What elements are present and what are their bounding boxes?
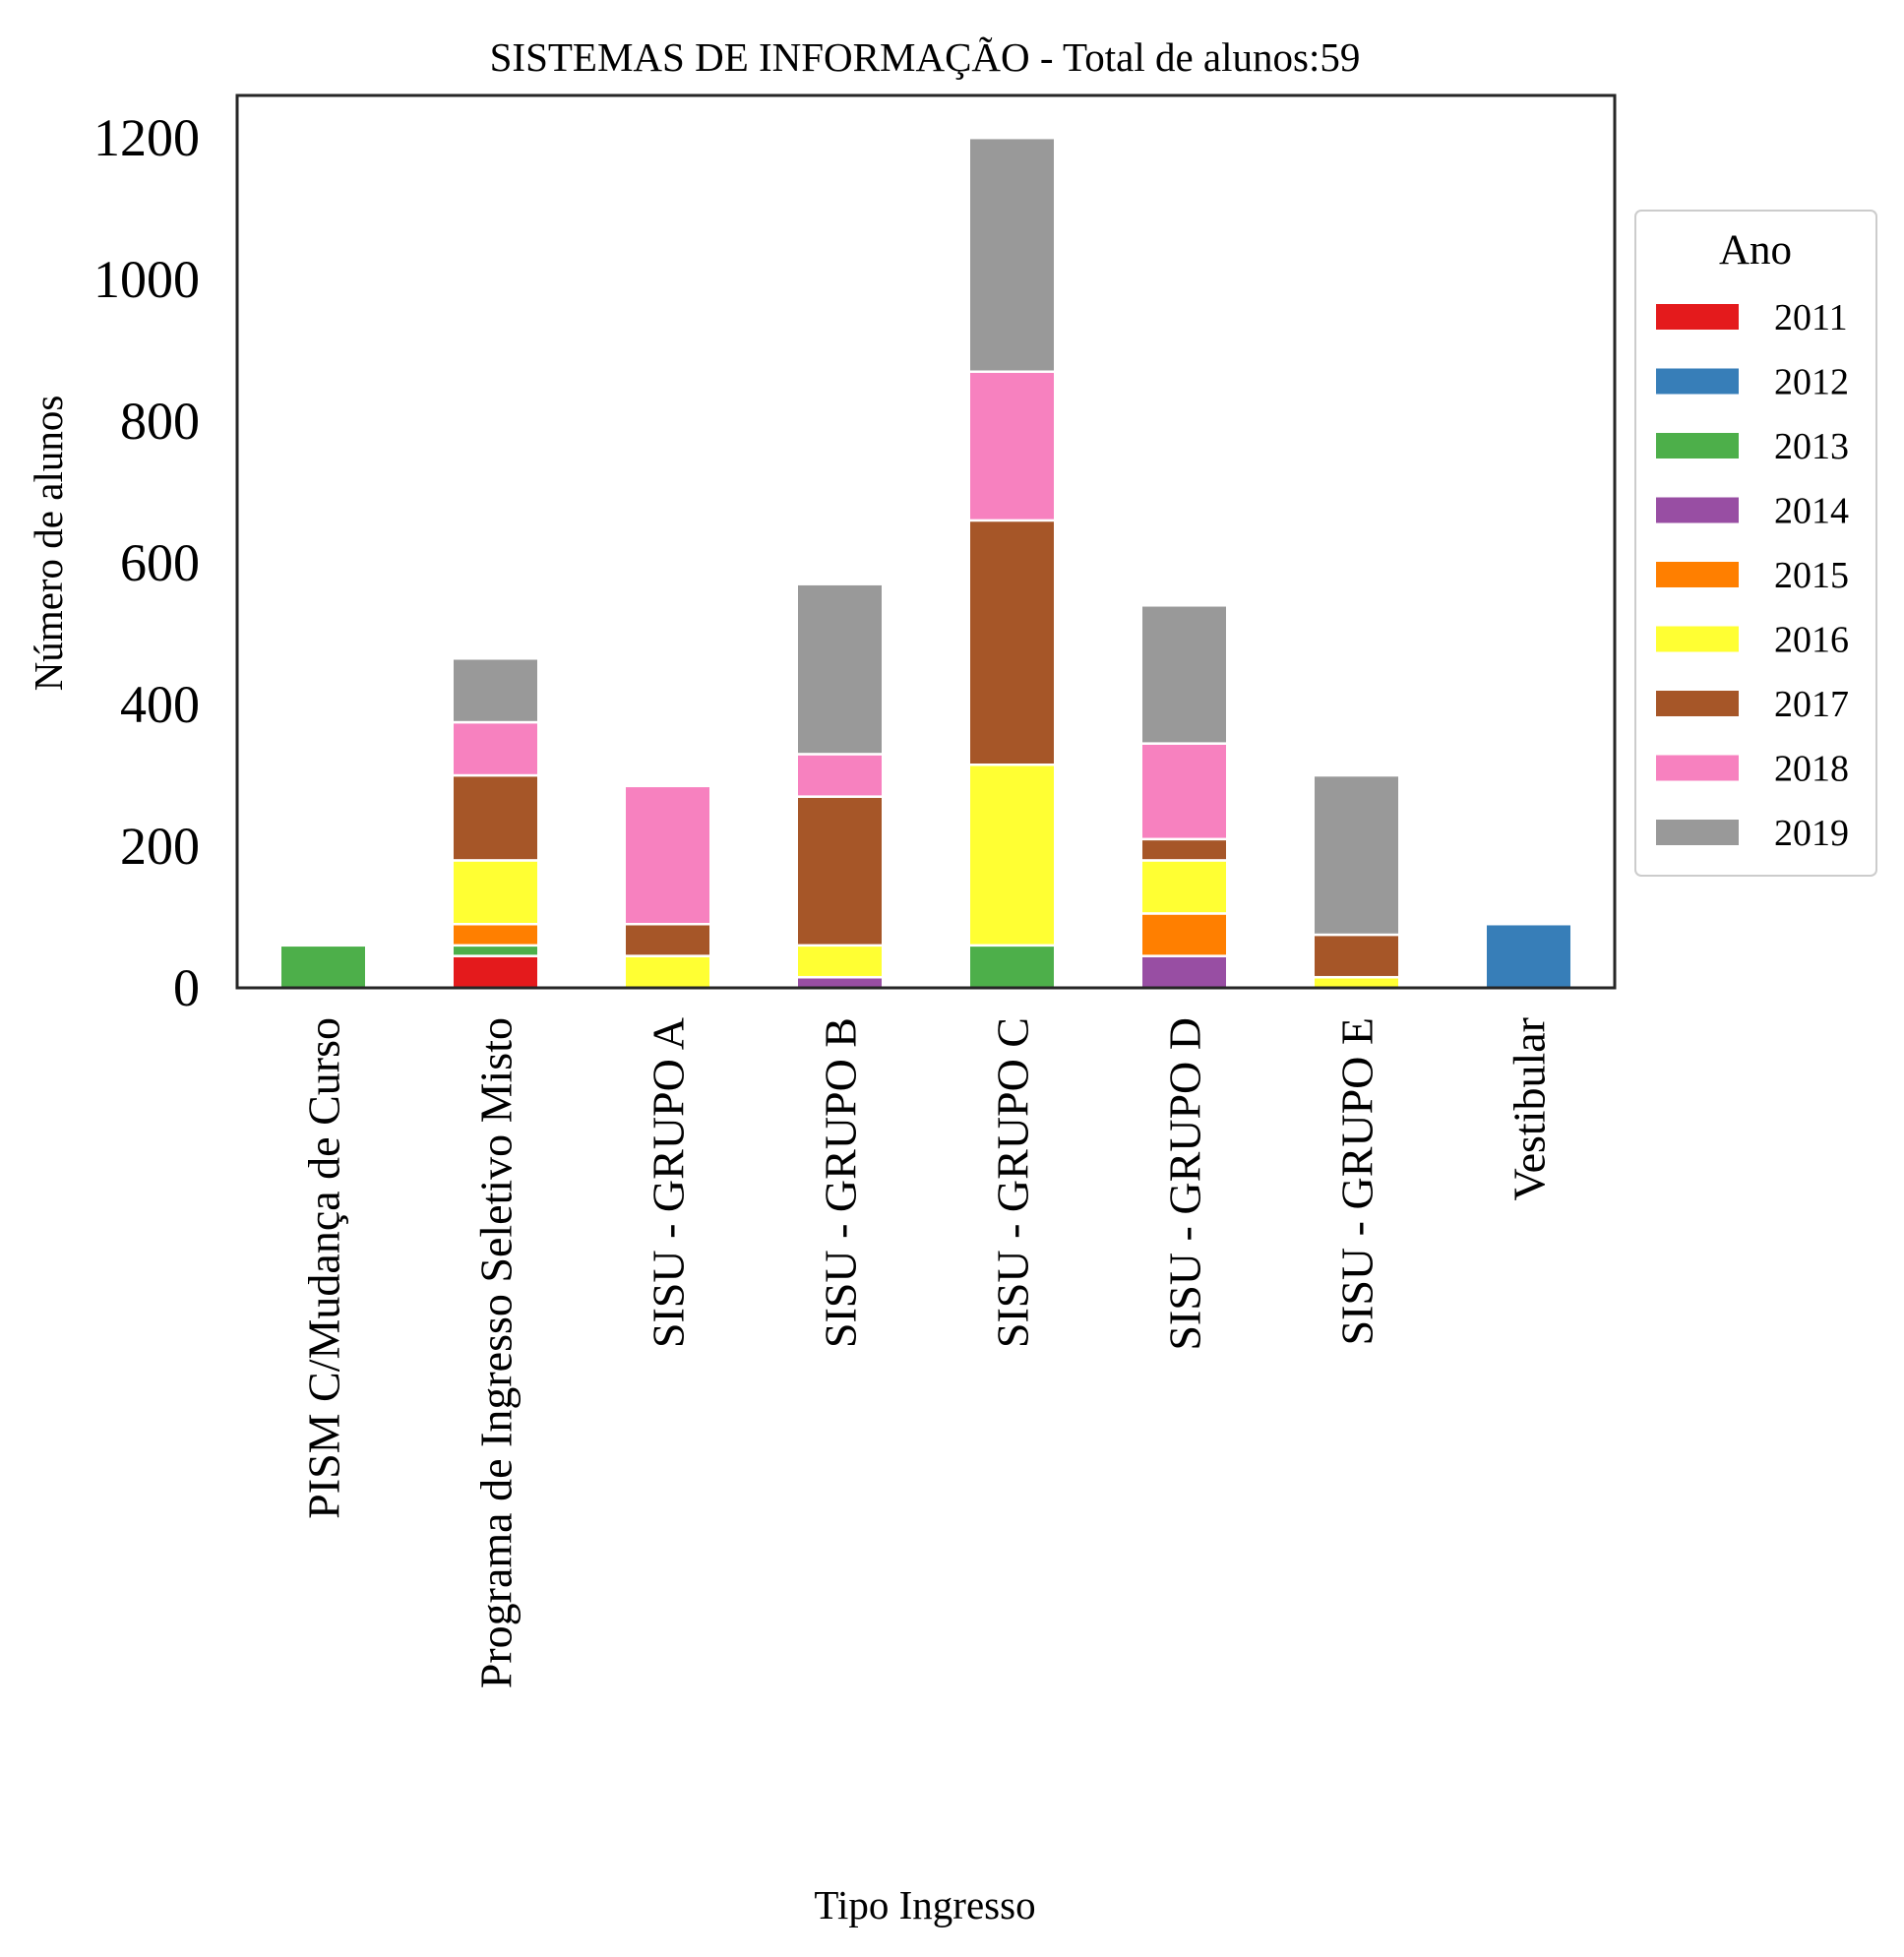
legend-swatch-2017 (1656, 691, 1739, 716)
bar-sisu-grupo-c-2017 (967, 519, 1057, 766)
legend-label-2016: 2016 (1774, 620, 1849, 661)
bar-sisu-grupo-d-2014 (1139, 954, 1229, 990)
bar-sisu-grupo-a-2018 (623, 784, 712, 926)
bar-sisu-grupo-d-2016 (1139, 859, 1229, 915)
legend-swatch-2012 (1656, 368, 1739, 395)
x-axis-ticks: PISM C/Mudança de Curso Programa de Ingre… (299, 1017, 1555, 1688)
legend: Ano 2011 2012 2013 2014 2015 2016 2017 2018 2019 (1634, 210, 1877, 877)
legend-swatch-2014 (1656, 497, 1739, 523)
bar-programa-de-ingresso-seletivo-misto-2015 (451, 922, 540, 948)
legend-label-2019: 2019 (1774, 813, 1849, 854)
bar-sisu-grupo-b-2017 (795, 795, 885, 948)
bar-programa-de-ingresso-seletivo-misto-2018 (451, 720, 540, 777)
x-tick-label: Vestibular (1505, 1017, 1555, 1201)
bar-sisu-grupo-b-2014 (795, 975, 885, 990)
x-tick-label: SISU - GRUPO C (988, 1017, 1038, 1348)
bar-sisu-grupo-e-2019 (1312, 773, 1401, 937)
bar-sisu-grupo-d-2017 (1139, 837, 1229, 862)
bar-sisu-grupo-b-2016 (795, 944, 885, 979)
bar-sisu-grupo-d-2018 (1139, 742, 1229, 841)
y-tick-label: 600 (120, 533, 200, 592)
y-tick-label: 400 (120, 675, 200, 734)
x-tick-label: SISU - GRUPO D (1160, 1017, 1210, 1351)
legend-items: 2011 2012 2013 2014 2015 2016 2017 2018 2019 (1656, 297, 1849, 854)
legend-label-2017: 2017 (1774, 684, 1849, 725)
y-tick-label: 200 (120, 817, 200, 876)
legend-swatch-2019 (1656, 820, 1739, 845)
bar-programa-de-ingresso-seletivo-misto-2013 (451, 944, 540, 957)
bar-programa-de-ingresso-seletivo-misto-2017 (451, 773, 540, 862)
legend-label-2015: 2015 (1774, 555, 1849, 596)
x-tick-label: SISU - GRUPO E (1332, 1017, 1382, 1346)
bar-vestibular-2012 (1484, 922, 1573, 990)
legend-title: Ano (1719, 227, 1792, 274)
bar-programa-de-ingresso-seletivo-misto-2019 (451, 657, 540, 724)
legend-label-2012: 2012 (1774, 362, 1849, 403)
bar-sisu-grupo-b-2019 (795, 582, 885, 756)
y-tick-label: 1000 (93, 250, 200, 309)
x-tick-label: PISM C/Mudança de Curso (299, 1017, 349, 1519)
bars-group (278, 136, 1573, 990)
legend-swatch-2018 (1656, 755, 1739, 781)
bar-programa-de-ingresso-seletivo-misto-2011 (451, 954, 540, 990)
bar-sisu-grupo-c-2016 (967, 764, 1057, 948)
y-axis-label: Número de alunos (26, 396, 71, 692)
bar-sisu-grupo-a-2017 (623, 922, 712, 957)
bar-pism-c-mudanca-de-curso-2013 (278, 944, 368, 990)
legend-label-2014: 2014 (1774, 491, 1849, 532)
x-tick-label: SISU - GRUPO A (644, 1017, 694, 1348)
x-tick-label: SISU - GRUPO B (816, 1017, 866, 1348)
bar-sisu-grupo-c-2019 (967, 136, 1057, 373)
legend-label-2011: 2011 (1774, 297, 1848, 338)
y-tick-label: 1200 (93, 108, 200, 167)
legend-label-2018: 2018 (1774, 749, 1849, 790)
bar-programa-de-ingresso-seletivo-misto-2016 (451, 859, 540, 926)
chart-title: SISTEMAS DE INFORMAÇÃO - Total de alunos… (490, 34, 1361, 80)
bar-sisu-grupo-c-2013 (967, 944, 1057, 990)
bar-sisu-grupo-d-2015 (1139, 912, 1229, 957)
legend-label-2013: 2013 (1774, 426, 1849, 467)
x-tick-label: Programa de Ingresso Seletivo Misto (471, 1017, 522, 1688)
bar-sisu-grupo-a-2016 (623, 954, 712, 990)
legend-swatch-2013 (1656, 433, 1739, 459)
bar-sisu-grupo-b-2018 (795, 753, 885, 798)
x-axis-label: Tipo Ingresso (814, 1882, 1035, 1927)
bar-sisu-grupo-e-2017 (1312, 933, 1401, 979)
bar-sisu-grupo-c-2018 (967, 370, 1057, 522)
legend-swatch-2011 (1656, 304, 1739, 330)
y-tick-label: 800 (120, 392, 200, 451)
y-tick-label: 0 (173, 958, 200, 1017)
y-axis-ticks: 0 200 400 600 800 1000 1200 (93, 108, 200, 1017)
plot-frame (235, 93, 1617, 990)
legend-swatch-2015 (1656, 562, 1739, 587)
legend-swatch-2016 (1656, 626, 1739, 652)
bar-sisu-grupo-d-2019 (1139, 604, 1229, 745)
bar-sisu-grupo-e-2016 (1312, 975, 1401, 990)
